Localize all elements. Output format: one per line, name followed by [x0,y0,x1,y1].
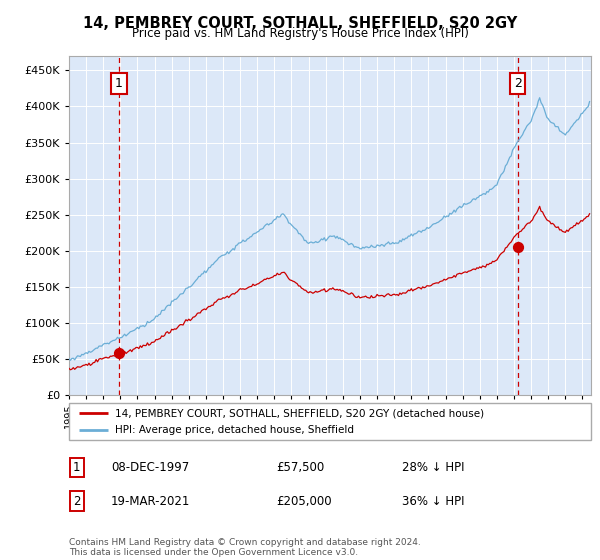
Text: 28% ↓ HPI: 28% ↓ HPI [402,461,464,474]
Text: HPI: Average price, detached house, Sheffield: HPI: Average price, detached house, Shef… [115,425,354,435]
Point [513,242,523,251]
Text: 36% ↓ HPI: 36% ↓ HPI [402,494,464,508]
Text: Price paid vs. HM Land Registry's House Price Index (HPI): Price paid vs. HM Land Registry's House … [131,27,469,40]
Text: 14, PEMBREY COURT, SOTHALL, SHEFFIELD, S20 2GY: 14, PEMBREY COURT, SOTHALL, SHEFFIELD, S… [83,16,517,31]
Text: 2: 2 [514,77,521,90]
Text: 08-DEC-1997: 08-DEC-1997 [111,461,189,474]
Text: £205,000: £205,000 [276,494,332,508]
Point [114,349,124,358]
FancyBboxPatch shape [69,403,591,440]
Text: 14, PEMBREY COURT, SOTHALL, SHEFFIELD, S20 2GY (detached house): 14, PEMBREY COURT, SOTHALL, SHEFFIELD, S… [115,408,484,418]
Text: 1: 1 [73,461,80,474]
Text: Contains HM Land Registry data © Crown copyright and database right 2024.
This d: Contains HM Land Registry data © Crown c… [69,538,421,557]
Text: 1: 1 [115,77,123,90]
Text: 19-MAR-2021: 19-MAR-2021 [111,494,190,508]
Text: £57,500: £57,500 [276,461,324,474]
Text: 2: 2 [73,494,80,508]
